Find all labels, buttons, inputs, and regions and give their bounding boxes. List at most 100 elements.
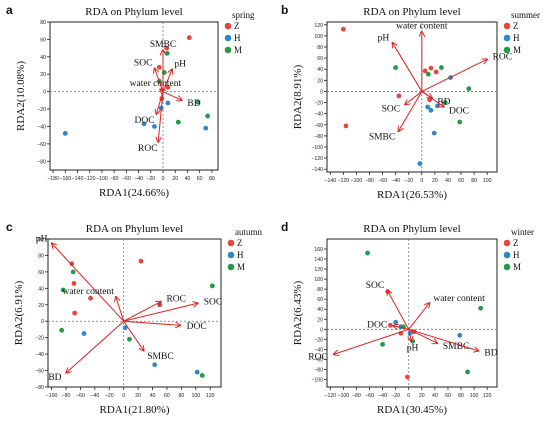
x-tick-label: −40 (134, 176, 143, 182)
legend-title: summer (511, 10, 540, 20)
x-tick-label: −80 (352, 393, 361, 399)
data-point-M (439, 65, 444, 70)
x-axis-label: RDA1(30.45%) (377, 404, 447, 416)
legend-marker-H (224, 34, 232, 42)
arrow-label: SOC (382, 104, 400, 114)
data-point-H (428, 107, 434, 113)
x-tick-label: 0 (407, 393, 410, 399)
data-point-Z (71, 281, 77, 286)
y-tick-label: −60 (314, 123, 323, 129)
legend-entry: H (513, 250, 520, 260)
data-point-M (478, 305, 484, 311)
data-point-H (152, 362, 158, 368)
arrow-roc (123, 301, 161, 322)
data-point-Z (340, 26, 346, 32)
x-tick-label: −180 (47, 176, 59, 182)
data-point-M (59, 327, 65, 333)
arrow-label: water content (130, 79, 182, 89)
plot-frame (326, 238, 498, 388)
y-tick-label: 40 (317, 307, 323, 313)
rda-chart-winter: d RDA on Phylum level−120 −100 −80 −60 −40 −20… (281, 220, 534, 416)
x-tick-label: −120 (84, 176, 96, 182)
y-tick-label: 20 (317, 78, 323, 84)
arrow-label: DOC (367, 320, 387, 330)
y-tick-label: −80 (37, 159, 46, 165)
y-tick-label: 0 (41, 319, 44, 325)
chart-title: RDA on Phylum level (85, 6, 182, 18)
x-tick-label: 80 (471, 178, 477, 184)
arrow-water-content (116, 297, 125, 322)
arrow-label: SMBC (147, 352, 173, 362)
y-axis-label: RDA2(10.08%) (15, 61, 27, 131)
arrow-bd (408, 328, 479, 351)
x-tick-label: −40 (90, 393, 99, 399)
x-tick-label: 0 (162, 176, 165, 182)
data-point-Z (422, 68, 428, 74)
x-tick-label: −120 (324, 393, 336, 399)
y-tick-label: 0 (320, 89, 323, 95)
y-tick-label: 80 (38, 253, 44, 259)
data-point-M (175, 119, 181, 125)
arrow-roc (158, 91, 164, 142)
y-tick-label: −100 (311, 145, 323, 151)
x-tick-label: −60 (122, 176, 131, 182)
y-tick-label: 100 (314, 34, 323, 40)
x-tick-label: −100 (351, 178, 363, 184)
arrow-ph (52, 243, 125, 322)
panel-letter: b (281, 3, 288, 17)
arrow-soc (405, 91, 423, 104)
x-tick-label: −160 (59, 176, 71, 182)
x-tick-label: −100 (338, 393, 350, 399)
data-point-Z (433, 69, 439, 75)
data-point-M (164, 50, 170, 56)
data-point-Z (165, 84, 171, 90)
arrow-doc (123, 320, 181, 325)
data-point-H (81, 331, 87, 336)
y-tick-label: −20 (35, 336, 44, 342)
legend-entry: M (234, 45, 242, 55)
x-tick-label: −60 (378, 178, 387, 184)
legend-marker-H (503, 251, 511, 259)
y-tick-label: 80 (40, 20, 46, 26)
legend-marker-Z (503, 22, 511, 30)
arrow-label: water content (396, 21, 448, 31)
legend-entry: H (513, 33, 520, 43)
x-tick-label: 40 (432, 393, 438, 399)
data-point-H (122, 325, 128, 331)
data-point-M (393, 65, 399, 70)
data-point-M (127, 336, 132, 342)
y-tick-label: −60 (37, 142, 46, 148)
chart-title: RDA on Phylum level (363, 6, 460, 18)
legend-entry: H (237, 250, 244, 260)
y-tick-label: −100 (311, 377, 323, 383)
arrow-ph (409, 329, 412, 341)
x-tick-label: −20 (404, 178, 413, 184)
y-tick-label: 20 (38, 303, 44, 309)
arrow-label: water content (62, 287, 114, 297)
x-tick-label: 120 (483, 393, 492, 399)
y-tick-label: 80 (317, 287, 323, 293)
arrow-label: SMBC (443, 342, 469, 352)
arrow-label: SMBC (150, 40, 176, 50)
y-tick-label: 20 (40, 72, 46, 78)
y-tick-label: 40 (38, 286, 44, 292)
x-tick-label: 100 (483, 178, 492, 184)
y-tick-label: −40 (37, 124, 46, 130)
data-point-M (199, 373, 205, 378)
arrow-label: SMBC (369, 133, 395, 143)
x-tick-label: 0 (122, 393, 125, 399)
arrow-doc (156, 91, 164, 115)
y-tick-label: −80 (314, 367, 323, 373)
arrow-ph (162, 69, 172, 92)
x-tick-label: 20 (432, 178, 438, 184)
y-tick-label: 20 (317, 317, 323, 323)
arrow-smbc (398, 91, 423, 131)
data-point-Z (186, 35, 192, 41)
x-tick-label: −80 (62, 393, 71, 399)
y-tick-label: −40 (35, 352, 44, 358)
x-tick-label: 80 (209, 176, 215, 182)
y-tick-label: −60 (314, 357, 323, 363)
y-tick-label: 160 (314, 247, 323, 253)
data-point-Z (72, 310, 78, 316)
x-tick-label: 40 (185, 176, 191, 182)
